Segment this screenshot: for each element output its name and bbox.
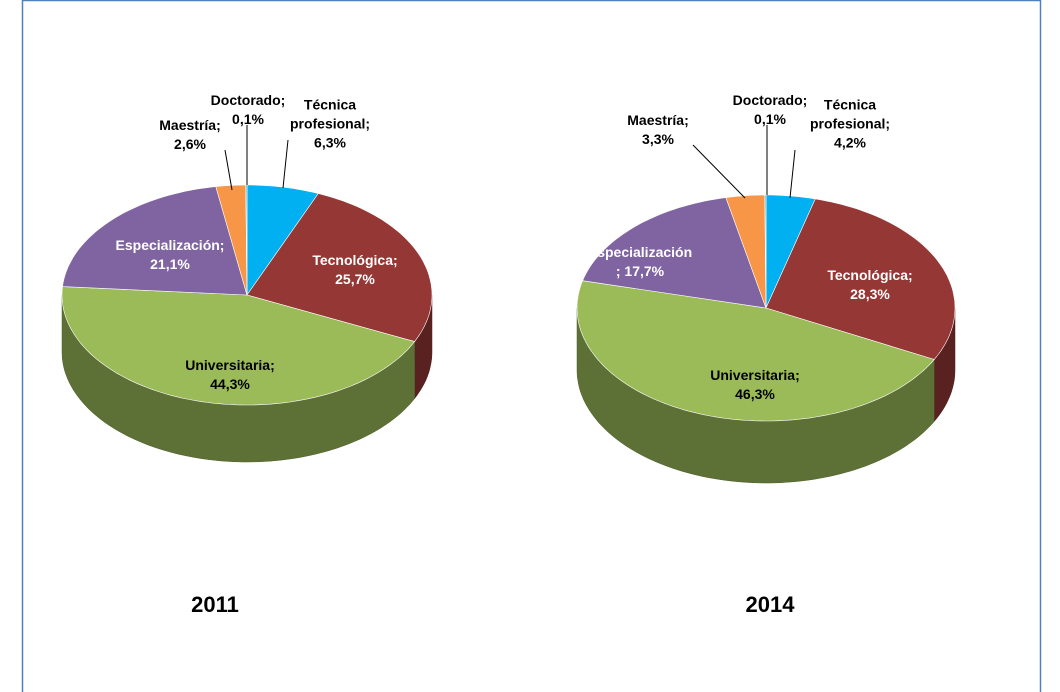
leader-line <box>224 149 233 191</box>
category-label: Maestría; <box>627 112 689 128</box>
slice <box>582 197 767 309</box>
category-label: Universitaria; <box>185 357 275 373</box>
slice <box>576 280 935 422</box>
pie <box>576 194 956 484</box>
slice <box>764 194 767 309</box>
slice <box>725 194 767 309</box>
value-label: 3,3% <box>642 131 674 147</box>
data-label: Doctorado; 0,1% <box>725 91 815 129</box>
value-label: 6,3% <box>314 134 346 151</box>
chart-title: 2011 <box>191 592 239 617</box>
leader-line <box>789 149 796 199</box>
slice <box>245 184 248 296</box>
data-label: Tecnológica; 28,3% <box>810 266 930 304</box>
value-label: 4,2% <box>834 134 866 151</box>
slice <box>246 193 433 342</box>
chart-title: 2014 <box>745 592 795 617</box>
slice <box>61 286 416 406</box>
data-label: Técnica profesional; 4,2% <box>805 96 895 153</box>
category-label: Técnica profesional; <box>809 96 891 132</box>
value-label: 2,6% <box>174 136 206 152</box>
value-label: 44,3% <box>210 376 250 392</box>
slice <box>765 194 816 309</box>
data-label: Especialización ; 17,7% <box>575 243 705 281</box>
data-label: Maestría; 2,6% <box>145 116 235 154</box>
category-label: Doctorado; <box>210 92 286 108</box>
category-label: Universitaria; <box>710 367 800 383</box>
data-label: Tecnológica; 25,7% <box>295 251 415 289</box>
value-label: 21,1% <box>150 256 190 272</box>
value-label: 0,1% <box>754 111 786 127</box>
category-label: Doctorado; <box>732 92 808 108</box>
value-label: 46,3% <box>735 386 775 402</box>
slice <box>62 186 248 296</box>
data-label: Técnica profesional; 6,3% <box>285 96 375 153</box>
category-label: Técnica profesional; <box>289 96 371 132</box>
data-label: Maestría; 3,3% <box>613 111 703 149</box>
category-label: Tecnológica; <box>312 252 398 268</box>
leader-line <box>692 144 746 199</box>
data-label: Universitaria; 46,3% <box>695 366 815 404</box>
value-label: 0,1% <box>232 111 264 127</box>
data-label: Especialización; 21,1% <box>100 236 240 274</box>
category-label: Maestría; <box>159 117 221 133</box>
pie <box>61 184 433 463</box>
data-label: Doctorado; 0,1% <box>203 91 293 129</box>
value-label: ; 17,7% <box>615 263 665 279</box>
category-label: Especialización; <box>115 237 225 253</box>
leader-line <box>282 139 289 189</box>
category-label: Tecnológica; <box>827 267 913 283</box>
value-label: 25,7% <box>335 271 375 287</box>
data-label: Universitaria; 44,3% <box>170 356 290 394</box>
category-label: Especialización <box>587 244 693 260</box>
value-label: 28,3% <box>850 286 890 302</box>
slice <box>765 198 956 360</box>
